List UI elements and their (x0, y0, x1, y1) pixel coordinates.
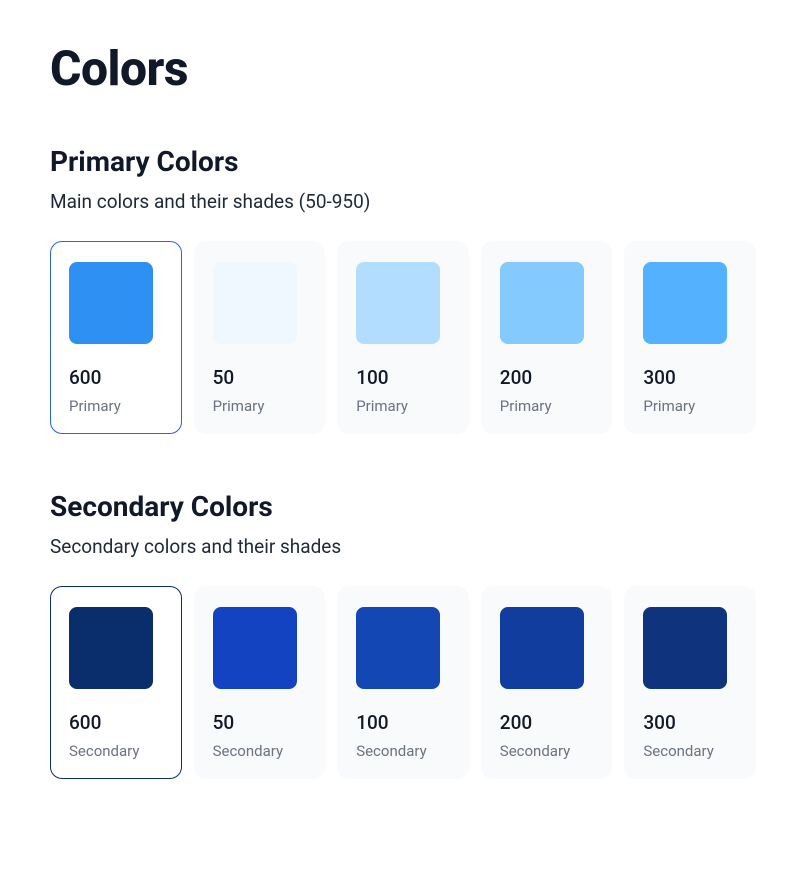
swatch-chip (69, 607, 153, 689)
swatch-family-label: Primary (500, 397, 594, 415)
swatch-shade-label: 300 (643, 366, 737, 389)
swatch-shade-label: 200 (500, 366, 594, 389)
swatch-card-primary-50[interactable]: 50 Primary (194, 241, 326, 434)
swatch-chip (500, 607, 584, 689)
swatch-card-primary-300[interactable]: 300 Primary (624, 241, 756, 434)
page-title: Colors (50, 40, 756, 97)
swatch-chip (69, 262, 153, 344)
swatch-family-label: Secondary (213, 742, 307, 760)
swatch-family-label: Primary (69, 397, 163, 415)
swatch-family-label: Secondary (643, 742, 737, 760)
swatch-card-secondary-50[interactable]: 50 Secondary (194, 586, 326, 779)
swatch-chip (643, 262, 727, 344)
section-secondary: Secondary Colors Secondary colors and the… (50, 490, 756, 779)
swatch-family-label: Secondary (69, 742, 163, 760)
swatch-family-label: Primary (356, 397, 450, 415)
swatch-chip (500, 262, 584, 344)
swatch-card-primary-200[interactable]: 200 Primary (481, 241, 613, 434)
swatch-shade-label: 100 (356, 711, 450, 734)
swatch-row: 600 Secondary 50 Secondary 100 Secondary 200 Se… (50, 586, 756, 779)
swatch-shade-label: 600 (69, 711, 163, 734)
swatch-row: 600Primary50Primary100Primary200Primary3… (50, 241, 756, 434)
swatch-shade-label: 50 (213, 711, 307, 734)
swatch-shade-label: 50 (213, 366, 307, 389)
swatch-chip (213, 262, 297, 344)
section-description: Main colors and their shades (50-950) (50, 190, 756, 213)
swatch-family-label: Secondary (500, 742, 594, 760)
swatch-family-label: Secondary (356, 742, 450, 760)
swatch-card-secondary-100[interactable]: 100 Secondary (337, 586, 469, 779)
swatch-card-secondary-600[interactable]: 600 Secondary (50, 586, 182, 779)
swatch-shade-label: 300 (643, 711, 737, 734)
swatch-chip (356, 262, 440, 344)
section-primary: Primary Colors Main colors and their shad… (50, 145, 756, 434)
swatch-chip (213, 607, 297, 689)
swatch-family-label: Primary (213, 397, 307, 415)
section-title: Primary Colors (50, 145, 756, 178)
swatch-card-primary-600[interactable]: 600 Primary (50, 241, 182, 434)
section-description: Secondary colors and their shades (50, 535, 756, 558)
swatch-card-primary-100[interactable]: 100 Primary (337, 241, 469, 434)
swatch-shade-label: 600 (69, 366, 163, 389)
swatch-family-label: Primary (643, 397, 737, 415)
swatch-shade-label: 200 (500, 711, 594, 734)
swatch-chip (356, 607, 440, 689)
swatch-chip (643, 607, 727, 689)
swatch-shade-label: 100 (356, 366, 450, 389)
swatch-card-secondary-200[interactable]: 200 Secondary (481, 586, 613, 779)
section-title: Secondary Colors (50, 490, 756, 523)
swatch-card-secondary-300[interactable]: 300 Secondary (624, 586, 756, 779)
